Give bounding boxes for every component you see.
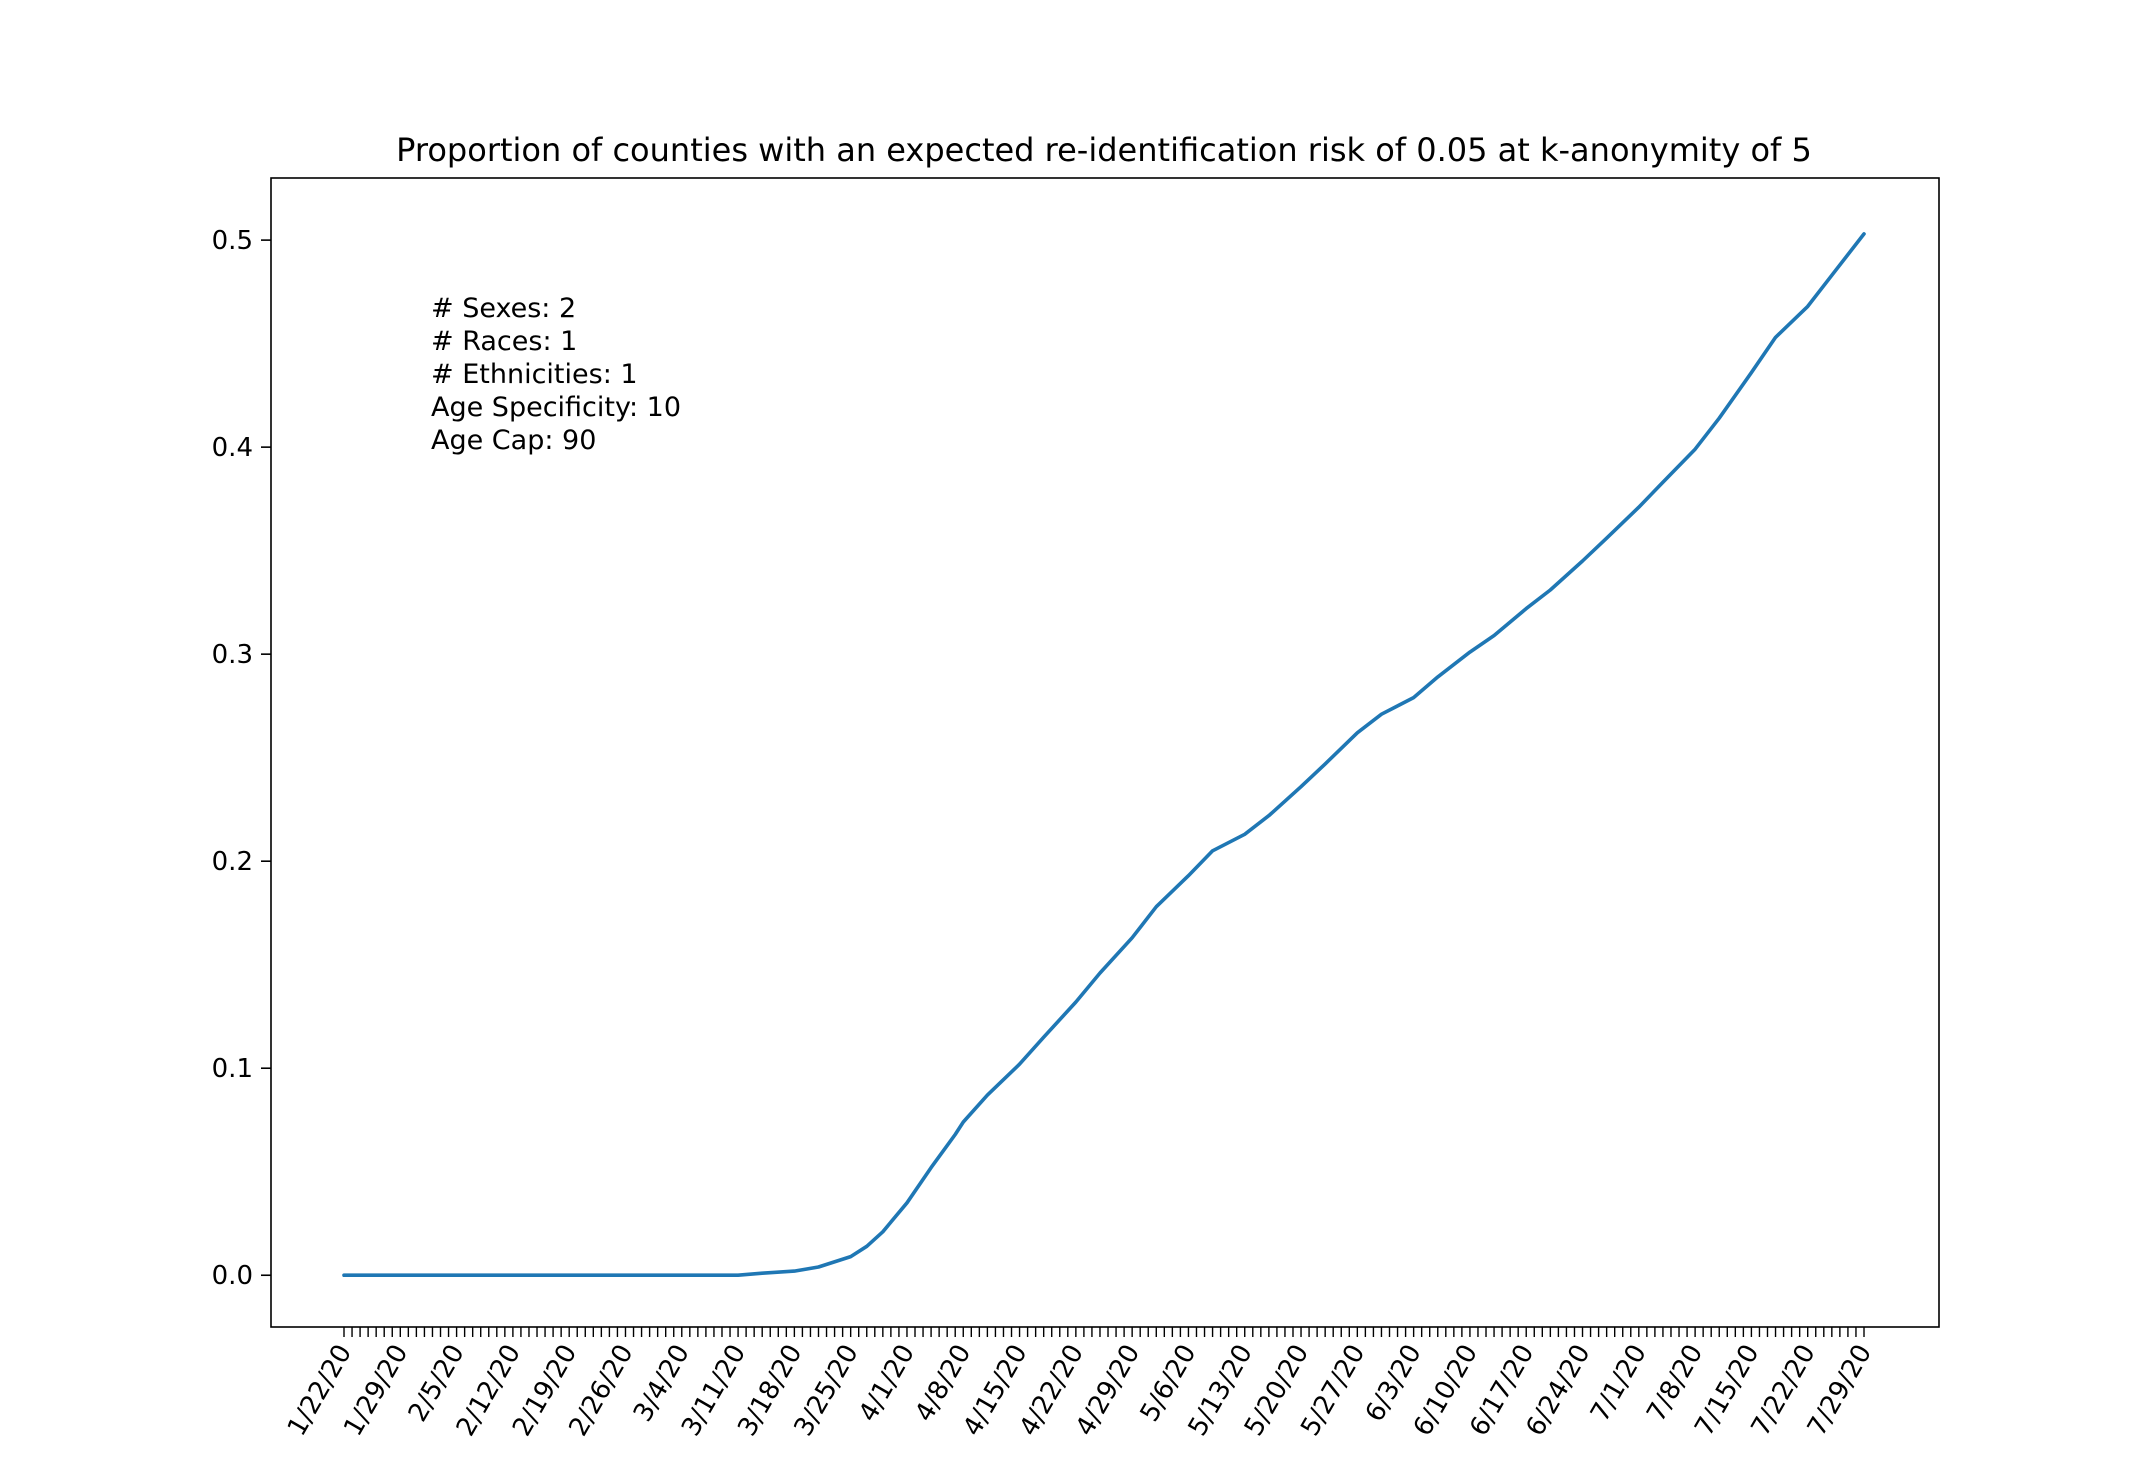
annotation-box: # Sexes: 2# Races: 1# Ethnicities: 1Age … xyxy=(431,293,681,456)
y-tick-label: 0.5 xyxy=(212,226,253,256)
y-axis: 0.0 0.1 0.2 0.3 0.4 0.5 xyxy=(212,226,271,1291)
series-line xyxy=(342,232,1866,1277)
y-tick-label: 0.0 xyxy=(212,1261,253,1291)
plot-area-frame xyxy=(270,177,1940,1328)
annotation-line: Age Specificity: 10 xyxy=(431,392,681,423)
chart-title: Proportion of counties with an expected … xyxy=(396,131,1812,169)
annotation-line: # Ethnicities: 1 xyxy=(431,359,638,390)
annotation-line: # Sexes: 2 xyxy=(431,293,576,324)
series-layer xyxy=(342,232,1866,1277)
y-tick-label: 0.4 xyxy=(212,433,253,463)
annotation-line: Age Cap: 90 xyxy=(431,425,596,456)
y-tick-label: 0.2 xyxy=(212,847,253,877)
annotation-line: # Races: 1 xyxy=(431,326,577,357)
y-tick-label: 0.1 xyxy=(212,1054,253,1084)
y-tick-label: 0.3 xyxy=(212,640,253,670)
